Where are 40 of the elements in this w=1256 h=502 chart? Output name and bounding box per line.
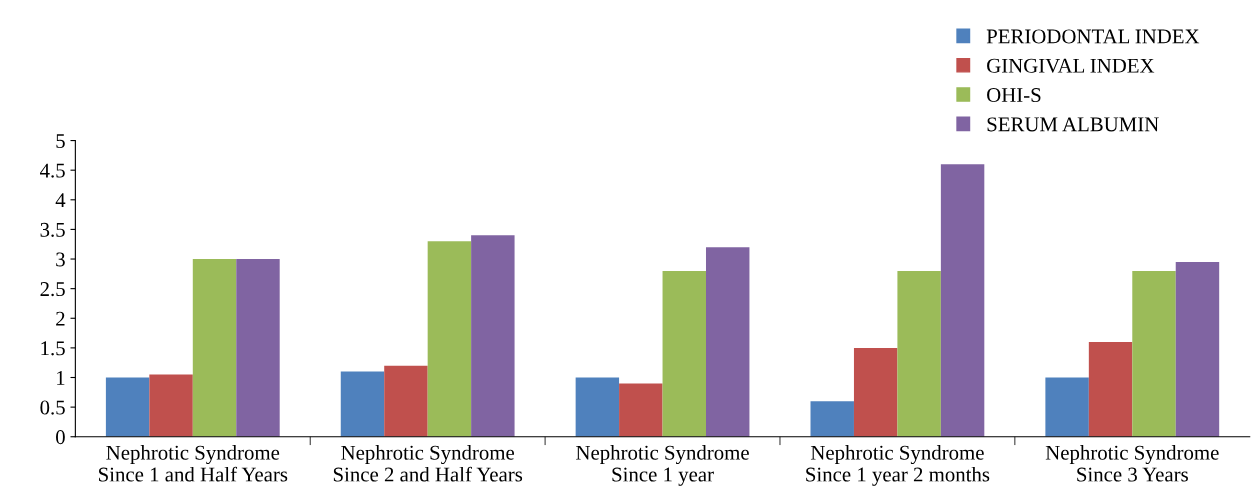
y-tick-label: 0.5	[40, 400, 65, 415]
x-tick-label: Nephrotic Syndrome Since 1 and Half Years	[99, 445, 288, 482]
y-tick-label: 5	[56, 134, 65, 148]
bar	[236, 259, 280, 437]
legend-label: PERIODONTAL INDEX	[986, 29, 1200, 44]
legend-label: SERUM ALBUMIN	[987, 117, 1159, 132]
y-tick-label: 1	[57, 370, 65, 385]
y-tick-label: 2	[56, 311, 65, 326]
y-tick-label: 3.5	[40, 222, 65, 237]
bar	[853, 347, 898, 437]
y-tick-label: 3	[56, 252, 65, 267]
legend-label: OHI-S	[987, 88, 1041, 103]
bar	[340, 371, 385, 437]
bar	[575, 377, 620, 437]
legend-label: GINGIVAL INDEX	[987, 58, 1155, 73]
bar	[619, 383, 663, 437]
bar	[105, 377, 150, 437]
x-tick-label: Nephrotic Syndrome Since 1 year	[576, 445, 749, 486]
x-tick-label: Nephrotic Syndrome Since 3 Years	[1045, 445, 1219, 482]
y-tick-label: 4	[55, 193, 66, 208]
bar	[940, 164, 985, 437]
bar	[897, 270, 941, 437]
y-tick-label: 0	[56, 430, 65, 445]
bar	[192, 259, 237, 437]
bar	[810, 401, 854, 437]
bar	[1088, 341, 1133, 437]
y-tick-label: 2.5	[40, 282, 65, 297]
x-tick-label: Nephrotic Syndrome Since 1 year 2 months	[806, 445, 990, 486]
bar	[1132, 270, 1176, 437]
y-tick-label: 4.5	[40, 163, 65, 178]
bar	[1175, 261, 1220, 437]
bar	[705, 247, 750, 437]
y-tick-label: 1.5	[41, 341, 65, 356]
bar	[384, 365, 428, 437]
bar	[427, 241, 472, 437]
bar	[149, 374, 193, 437]
x-tick-label: Nephrotic Syndrome Since 2 and Half Years	[333, 445, 523, 482]
bar	[1045, 377, 1089, 437]
bar	[662, 270, 706, 437]
bar	[471, 235, 515, 437]
